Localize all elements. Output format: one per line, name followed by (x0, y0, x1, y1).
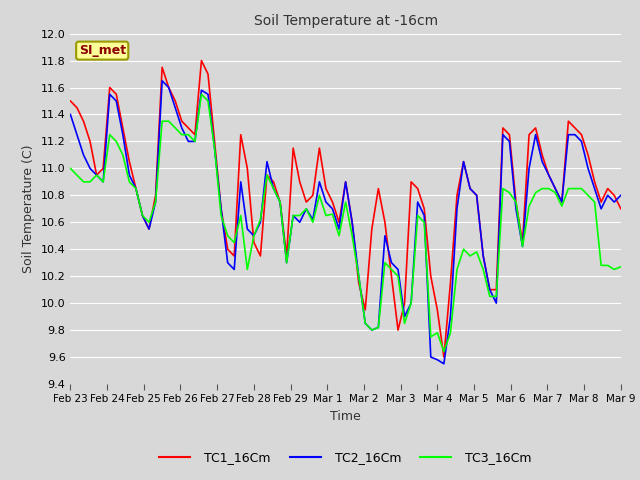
Title: Soil Temperature at -16cm: Soil Temperature at -16cm (253, 14, 438, 28)
X-axis label: Time: Time (330, 410, 361, 423)
Legend:  TC1_16Cm,  TC2_16Cm,  TC3_16Cm: TC1_16Cm, TC2_16Cm, TC3_16Cm (154, 446, 537, 469)
Y-axis label: Soil Temperature (C): Soil Temperature (C) (22, 144, 35, 273)
Text: SI_met: SI_met (79, 44, 126, 57)
